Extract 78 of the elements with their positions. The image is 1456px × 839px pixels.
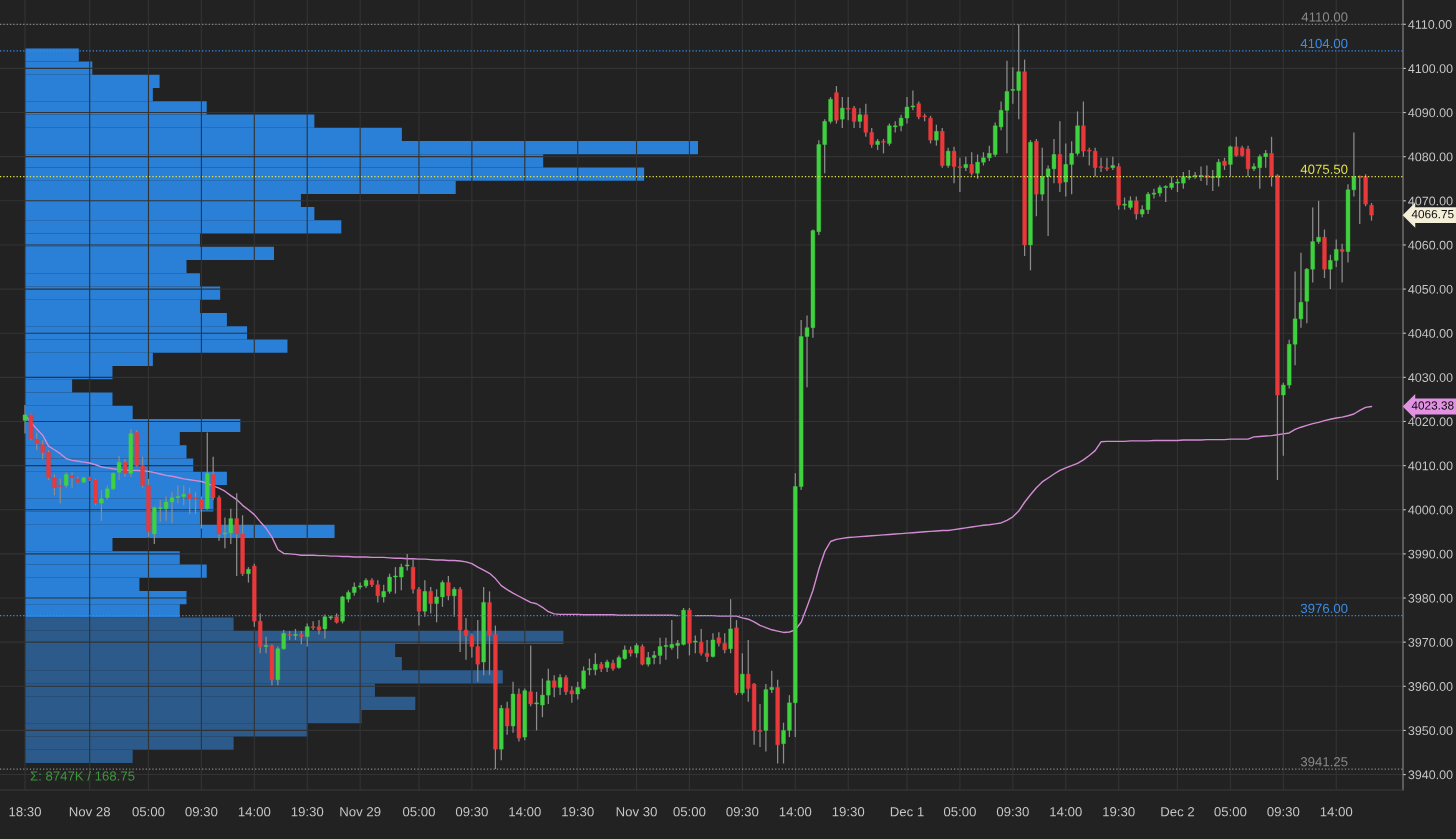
- x-tick-label: Nov 29: [340, 807, 381, 817]
- candlestick: [1134, 195, 1139, 221]
- candlestick: [840, 96, 845, 129]
- y-tick-label: 3980.00: [1408, 593, 1453, 603]
- ref-line-label: 4075.50: [1300, 164, 1348, 174]
- x-tick-label: 09:30: [1267, 807, 1300, 817]
- text: 4066.75: [1411, 209, 1454, 219]
- x-tick-label: 19:30: [291, 807, 324, 817]
- x-tick-label: 09:30: [455, 807, 488, 817]
- candlestick: [69, 471, 75, 489]
- candlestick: [1204, 164, 1210, 186]
- candlestick: [946, 147, 951, 169]
- candlestick: [552, 674, 557, 698]
- x-tick-label: Dec 1: [890, 807, 924, 817]
- x-tick-label: 18:30: [9, 807, 41, 817]
- x-tick-label: 14:00: [1050, 807, 1082, 817]
- candlestick: [528, 644, 533, 707]
- y-tick-label: 4040.00: [1408, 329, 1453, 338]
- y-tick-label: 3990.00: [1408, 549, 1453, 559]
- candlestick: [505, 701, 510, 736]
- y-tick-label: 4100.00: [1408, 64, 1453, 74]
- candlestick: [428, 586, 433, 615]
- x-tick-label: 05:00: [673, 807, 706, 817]
- x-tick-label: Nov 28: [69, 807, 111, 817]
- y-tick-label: 4080.00: [1408, 152, 1453, 162]
- x-tick-label: 09:30: [996, 807, 1029, 817]
- x-tick-label: 19:30: [562, 807, 594, 817]
- candlestick: [934, 124, 939, 147]
- x-tick-label: Dec 2: [1161, 807, 1195, 817]
- x-tick-label: Nov 30: [616, 807, 657, 817]
- x-tick-label: 19:30: [1103, 807, 1135, 817]
- candlestick: [263, 636, 269, 654]
- candlestick: [710, 632, 716, 659]
- x-tick-label: 14:00: [779, 807, 812, 817]
- x-tick-label: 19:30: [832, 807, 865, 817]
- y-tick-label: 3970.00: [1408, 637, 1453, 647]
- candlestick: [557, 673, 563, 696]
- candlestick: [305, 622, 310, 648]
- x-tick-label: 14:00: [238, 807, 271, 817]
- x-tick-label: 05:00: [132, 807, 165, 817]
- candlestick: [1339, 243, 1345, 284]
- y-tick-label: 4030.00: [1408, 373, 1453, 382]
- x-tick-label: 14:00: [509, 807, 541, 817]
- y-tick-label: 4060.00: [1408, 240, 1453, 250]
- ref-line-label: 4104.00: [1300, 38, 1348, 49]
- candlestick: [740, 652, 745, 696]
- text: 4023.38: [1411, 401, 1454, 410]
- y-tick-label: 4110.00: [1408, 20, 1452, 29]
- x-tick-label: 05:00: [402, 807, 435, 817]
- y-tick-label: 4010.00: [1408, 461, 1453, 471]
- candlestick: [446, 575, 451, 601]
- y-tick-label: 4000.00: [1408, 505, 1453, 515]
- y-tick-label: 4050.00: [1408, 284, 1453, 294]
- candlestick: [969, 151, 974, 177]
- ref-line-label: 3976.00: [1300, 603, 1348, 614]
- annotation: Σ: 8747K / 168.75: [30, 771, 135, 781]
- x-tick-label: 09:30: [185, 807, 218, 817]
- candlestick: [728, 598, 733, 654]
- ref-line-label: 4110.00: [1301, 12, 1348, 22]
- candlestick: [199, 495, 204, 530]
- x-tick-label: 05:00: [943, 807, 976, 817]
- candlestick: [116, 455, 122, 481]
- candlestick: [1228, 145, 1233, 178]
- candlestick: [22, 404, 28, 435]
- y-tick-label: 4090.00: [1408, 108, 1453, 118]
- x-tick-label: 09:30: [726, 807, 759, 817]
- y-tick-label: 4070.00: [1408, 196, 1453, 206]
- candlestick: [452, 586, 457, 618]
- ref-line-label: 3941.25: [1300, 757, 1348, 767]
- y-tick-label: 3940.00: [1408, 770, 1453, 780]
- candlestick: [422, 579, 427, 618]
- y-tick-label: 3950.00: [1408, 726, 1453, 736]
- candlestick: [857, 107, 863, 129]
- x-tick-label: 14:00: [1320, 807, 1353, 817]
- y-tick-label: 4020.00: [1408, 417, 1453, 427]
- candlestick: [99, 489, 104, 522]
- y-tick-label: 3960.00: [1408, 682, 1453, 691]
- x-tick-label: 05:00: [1214, 807, 1247, 817]
